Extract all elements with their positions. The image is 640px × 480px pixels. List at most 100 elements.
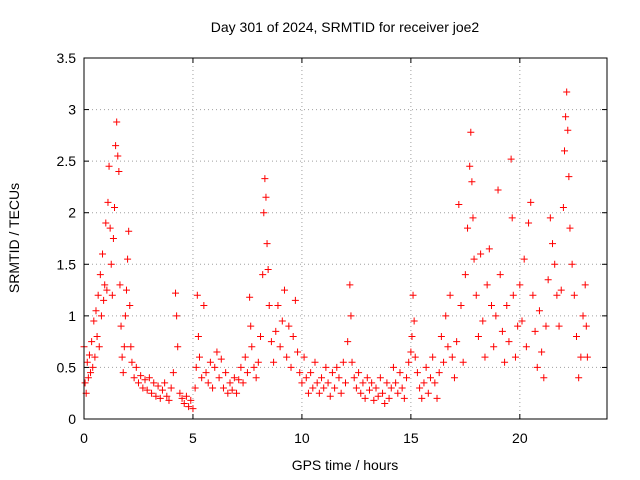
- grid: [84, 58, 607, 419]
- data-point: [134, 379, 142, 387]
- data-point: [222, 369, 230, 377]
- data-point: [172, 289, 180, 297]
- data-point: [246, 293, 254, 301]
- data-point: [119, 369, 127, 377]
- data-point: [450, 374, 458, 382]
- data-point: [459, 358, 467, 366]
- data-point: [503, 302, 511, 310]
- data-point: [344, 338, 352, 346]
- data-point: [195, 353, 203, 361]
- data-point: [318, 374, 326, 382]
- data-point: [104, 198, 112, 206]
- data-point: [192, 363, 200, 371]
- data-point: [264, 265, 272, 273]
- data-point: [313, 379, 321, 387]
- data-point: [561, 147, 569, 155]
- data-point: [124, 255, 132, 263]
- data-point: [291, 296, 299, 304]
- data-point: [575, 374, 583, 382]
- data-point: [194, 332, 202, 340]
- data-point: [247, 322, 255, 330]
- x-tick-label: 15: [403, 430, 419, 446]
- data-point: [158, 386, 166, 394]
- data-point: [529, 291, 537, 299]
- data-point: [467, 128, 475, 136]
- data-point: [435, 369, 443, 377]
- data-point: [555, 322, 563, 330]
- data-point: [479, 317, 487, 325]
- data-point: [239, 379, 247, 387]
- data-point: [122, 286, 130, 294]
- data-point: [215, 374, 223, 382]
- data-point: [154, 382, 162, 390]
- data-point: [233, 389, 241, 397]
- data-point: [108, 291, 116, 299]
- data-point: [130, 374, 138, 382]
- data-point: [470, 255, 478, 263]
- data-point: [219, 384, 227, 392]
- data-point: [228, 386, 236, 394]
- data-point: [265, 302, 273, 310]
- data-point: [387, 384, 395, 392]
- data-point: [505, 338, 513, 346]
- data-point: [496, 271, 504, 279]
- data-point: [468, 178, 476, 186]
- data-point: [280, 286, 288, 294]
- data-point: [137, 372, 145, 380]
- data-point: [99, 250, 107, 258]
- data-point: [274, 302, 282, 310]
- data-point: [514, 322, 522, 330]
- data-point: [148, 389, 156, 397]
- data-point: [368, 379, 376, 387]
- data-point: [437, 332, 445, 340]
- data-point: [187, 396, 195, 404]
- data-point: [226, 379, 234, 387]
- data-point: [163, 392, 171, 400]
- data-point: [361, 394, 369, 402]
- data-point: [469, 214, 477, 222]
- data-point: [93, 332, 101, 340]
- data-point: [531, 327, 539, 335]
- data-point: [331, 384, 339, 392]
- data-point: [283, 353, 291, 361]
- data-point: [105, 162, 113, 170]
- data-point: [143, 386, 151, 394]
- data-point: [535, 307, 543, 315]
- data-point: [408, 332, 416, 340]
- data-point: [324, 379, 332, 387]
- data-point: [396, 369, 404, 377]
- data-point: [501, 358, 509, 366]
- data-point: [90, 317, 98, 325]
- data-point: [350, 374, 358, 382]
- data-point: [568, 260, 576, 268]
- data-point: [429, 353, 437, 361]
- data-point: [289, 332, 297, 340]
- data-point: [518, 317, 526, 325]
- data-point: [91, 353, 99, 361]
- data-point: [440, 358, 448, 366]
- chart-title: Day 301 of 2024, SRMTID for receiver joe…: [211, 19, 480, 35]
- data-point: [492, 312, 500, 320]
- data-point: [426, 374, 434, 382]
- data-point: [416, 384, 424, 392]
- data-points: [80, 88, 591, 413]
- data-point: [411, 353, 419, 361]
- data-point: [254, 358, 262, 366]
- data-point: [335, 374, 343, 382]
- data-point: [185, 403, 193, 411]
- data-point: [96, 271, 104, 279]
- data-point: [392, 379, 400, 387]
- data-point: [139, 384, 147, 392]
- data-point: [379, 389, 387, 397]
- data-point: [270, 358, 278, 366]
- data-point: [455, 200, 463, 208]
- data-point: [204, 379, 212, 387]
- data-point: [180, 400, 188, 408]
- data-point: [520, 255, 528, 263]
- data-point: [551, 260, 559, 268]
- data-point: [546, 214, 554, 222]
- y-tick-label: 2.5: [57, 153, 77, 169]
- data-point: [383, 379, 391, 387]
- data-point: [433, 394, 441, 402]
- data-point: [89, 363, 97, 371]
